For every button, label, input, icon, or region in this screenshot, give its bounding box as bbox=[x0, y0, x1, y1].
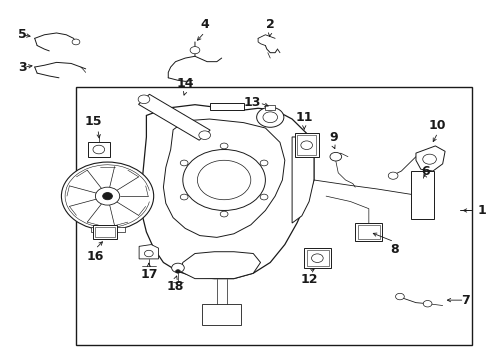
Polygon shape bbox=[410, 171, 433, 220]
Polygon shape bbox=[294, 134, 318, 157]
Circle shape bbox=[197, 160, 250, 200]
Polygon shape bbox=[163, 119, 284, 237]
Circle shape bbox=[263, 112, 277, 123]
Polygon shape bbox=[95, 226, 115, 237]
Polygon shape bbox=[90, 226, 124, 232]
Circle shape bbox=[329, 152, 341, 161]
Text: 2: 2 bbox=[265, 18, 274, 31]
Circle shape bbox=[95, 187, 120, 205]
Circle shape bbox=[422, 154, 435, 164]
Text: 8: 8 bbox=[389, 243, 398, 256]
Polygon shape bbox=[306, 250, 328, 266]
Circle shape bbox=[93, 145, 104, 154]
Circle shape bbox=[199, 131, 210, 139]
Text: 14: 14 bbox=[176, 77, 194, 90]
Text: 11: 11 bbox=[295, 111, 312, 125]
Text: 18: 18 bbox=[166, 280, 184, 293]
Text: 16: 16 bbox=[86, 250, 104, 263]
Circle shape bbox=[175, 270, 180, 273]
Circle shape bbox=[220, 143, 227, 149]
Text: 3: 3 bbox=[18, 60, 26, 73]
Text: 7: 7 bbox=[460, 294, 468, 307]
Circle shape bbox=[260, 160, 267, 166]
Polygon shape bbox=[209, 103, 243, 110]
Circle shape bbox=[138, 95, 149, 104]
Circle shape bbox=[423, 301, 431, 307]
Circle shape bbox=[311, 254, 323, 262]
Circle shape bbox=[144, 250, 153, 257]
Circle shape bbox=[183, 149, 265, 211]
Polygon shape bbox=[180, 252, 260, 279]
Bar bbox=[76, 87, 471, 345]
Polygon shape bbox=[265, 105, 275, 110]
Polygon shape bbox=[141, 105, 313, 279]
Circle shape bbox=[61, 162, 153, 230]
Circle shape bbox=[180, 194, 188, 200]
Text: 13: 13 bbox=[243, 96, 260, 109]
Polygon shape bbox=[296, 135, 316, 155]
Circle shape bbox=[387, 172, 397, 179]
Text: 5: 5 bbox=[18, 28, 26, 41]
Circle shape bbox=[260, 194, 267, 200]
Circle shape bbox=[220, 211, 227, 217]
Polygon shape bbox=[88, 142, 110, 157]
Circle shape bbox=[180, 160, 188, 166]
Text: 10: 10 bbox=[428, 118, 446, 132]
Circle shape bbox=[256, 107, 283, 127]
Circle shape bbox=[300, 141, 312, 149]
Circle shape bbox=[171, 263, 184, 273]
Polygon shape bbox=[415, 146, 444, 171]
Text: 1: 1 bbox=[477, 204, 486, 217]
Text: 6: 6 bbox=[421, 165, 429, 178]
Circle shape bbox=[72, 39, 80, 45]
Polygon shape bbox=[93, 225, 117, 239]
Text: 17: 17 bbox=[140, 268, 157, 281]
Polygon shape bbox=[202, 304, 241, 325]
Text: 4: 4 bbox=[200, 18, 209, 31]
Circle shape bbox=[102, 193, 112, 200]
Polygon shape bbox=[139, 244, 158, 259]
Polygon shape bbox=[357, 225, 379, 239]
Polygon shape bbox=[354, 223, 381, 241]
Polygon shape bbox=[138, 94, 210, 140]
Polygon shape bbox=[304, 248, 330, 268]
Polygon shape bbox=[291, 137, 313, 223]
Text: 15: 15 bbox=[84, 115, 102, 128]
Circle shape bbox=[395, 293, 404, 300]
Text: 12: 12 bbox=[300, 273, 317, 286]
Circle shape bbox=[190, 46, 200, 54]
Text: 9: 9 bbox=[328, 131, 337, 144]
